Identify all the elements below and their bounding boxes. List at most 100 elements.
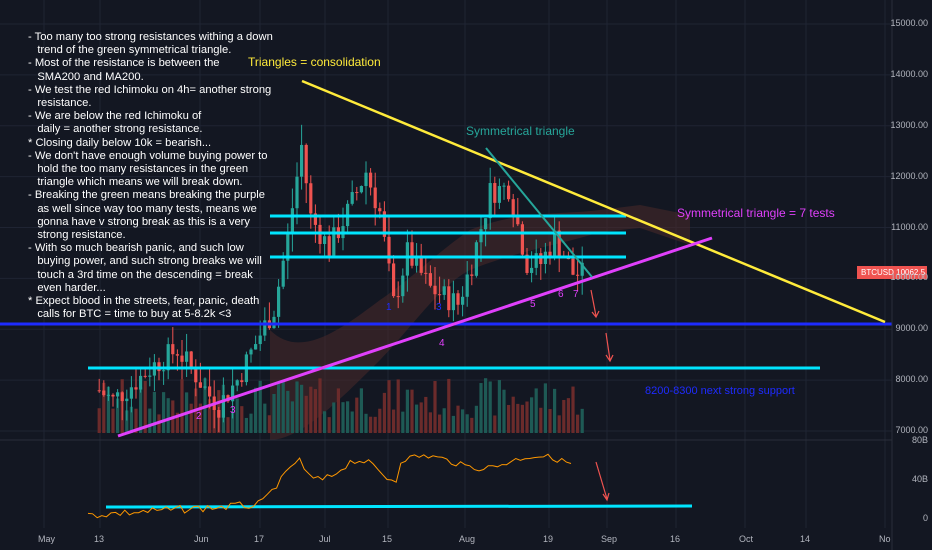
touch-label-green-1: 1 bbox=[386, 302, 392, 313]
volume-bar bbox=[534, 388, 538, 433]
candle-body bbox=[511, 199, 515, 218]
volume-bar bbox=[254, 387, 258, 433]
volume-bar bbox=[111, 408, 115, 433]
price-tick-label: 12000.00 bbox=[890, 170, 928, 181]
volume-bar bbox=[148, 408, 152, 433]
candle-body bbox=[254, 344, 258, 350]
price-tick-label: 7000.00 bbox=[895, 425, 928, 435]
candle-body bbox=[488, 183, 492, 219]
volume-bar bbox=[438, 414, 442, 433]
price-tick-label: 10000.00 bbox=[890, 272, 928, 283]
volume-bar bbox=[451, 415, 455, 433]
volume-bar bbox=[387, 380, 391, 433]
note-line: buying power, and such strong breaks we … bbox=[28, 255, 262, 268]
title-label: Triangles = consolidation bbox=[248, 55, 381, 69]
volume-bar bbox=[286, 390, 290, 433]
note-line: trend of the green symmetrical triangle. bbox=[28, 44, 232, 57]
indicator-axis-0: 0 bbox=[922, 513, 928, 523]
volume-bar bbox=[562, 399, 566, 433]
ascending-trendline bbox=[117, 236, 713, 438]
candle-body bbox=[461, 296, 465, 305]
indicator-support-line bbox=[105, 504, 693, 509]
candle-body bbox=[350, 192, 354, 204]
candle-body bbox=[451, 293, 455, 311]
volume-bar bbox=[571, 386, 575, 433]
candle-body bbox=[162, 370, 166, 372]
volume-bar bbox=[456, 405, 460, 433]
volume-bar bbox=[392, 409, 396, 433]
candle-body bbox=[382, 211, 386, 237]
red-arrows bbox=[590, 289, 614, 502]
candle-body bbox=[295, 176, 299, 209]
candle-body bbox=[571, 258, 575, 275]
blue-note-line-1 bbox=[642, 332, 644, 341]
touch-label-6: 6 bbox=[558, 289, 564, 300]
indicator-axis-80b: 80B bbox=[911, 435, 928, 445]
candle-body bbox=[359, 186, 363, 193]
volume-bar bbox=[516, 403, 520, 433]
touch-label-5: 5 bbox=[530, 299, 536, 310]
candle-body bbox=[396, 296, 400, 298]
note-line: - We test the red Ichimoku on 4h= anothe… bbox=[28, 83, 272, 96]
time-tick-label: 13 bbox=[94, 534, 105, 544]
volume-bar bbox=[240, 406, 244, 433]
candle-body bbox=[456, 293, 460, 305]
volume-bar bbox=[309, 386, 313, 433]
volume-bar bbox=[566, 398, 570, 433]
volume-bar bbox=[304, 395, 308, 433]
candle-body bbox=[410, 242, 414, 266]
candle-body bbox=[116, 392, 120, 397]
candle-body bbox=[465, 274, 469, 297]
candle-body bbox=[447, 286, 451, 311]
note-line: - Too many too strong resistances within… bbox=[28, 31, 273, 43]
candle-body bbox=[534, 253, 538, 268]
volume-bar bbox=[198, 403, 202, 433]
candle-body bbox=[580, 262, 584, 276]
time-tick-label: No bbox=[879, 534, 891, 544]
volume-bar bbox=[102, 382, 106, 433]
volume-bar bbox=[543, 383, 547, 433]
candle-body bbox=[442, 286, 446, 295]
candle-body bbox=[258, 335, 262, 345]
candle-body bbox=[185, 351, 189, 362]
candle-body bbox=[378, 208, 382, 212]
volume-bar bbox=[97, 408, 101, 433]
volume-bar bbox=[143, 380, 147, 433]
note-line: SMA200 and MA200. bbox=[28, 70, 144, 83]
candle-body bbox=[530, 267, 534, 273]
candle-body bbox=[111, 394, 115, 397]
volume-bar bbox=[461, 409, 465, 433]
volume-bar bbox=[346, 401, 350, 433]
volume-bar bbox=[295, 381, 299, 433]
volume-bar bbox=[419, 402, 423, 433]
volume-bar bbox=[511, 396, 515, 433]
candle-body bbox=[539, 253, 543, 265]
volume-bar bbox=[424, 396, 428, 433]
note-line: hold the too many resistances in the gre… bbox=[28, 163, 249, 176]
note-line: gonna have v strong break as this is a v… bbox=[28, 215, 251, 228]
candle-body bbox=[106, 394, 110, 396]
time-tick-label: 16 bbox=[670, 534, 681, 544]
volume-bar bbox=[313, 389, 317, 433]
time-tick-label: Oct bbox=[739, 534, 754, 544]
time-tick-label: 19 bbox=[543, 534, 554, 544]
volume-bar bbox=[189, 403, 193, 433]
candle-body bbox=[502, 185, 506, 187]
volume-bar bbox=[539, 407, 543, 433]
candle-body bbox=[281, 260, 285, 287]
note-line: resistance. bbox=[28, 97, 92, 110]
candle-body bbox=[419, 255, 423, 273]
candle-body bbox=[231, 385, 235, 402]
candle-body bbox=[102, 390, 106, 396]
note-line: calls for BTC = time to buy at 5-8.2k <3 bbox=[28, 308, 232, 321]
candle-body bbox=[428, 273, 432, 286]
volume-bar bbox=[415, 404, 419, 433]
note-line: - Most of the resistance is between the bbox=[28, 57, 220, 70]
candle-body bbox=[235, 380, 239, 386]
symmetrical-tests-label: Symmetrical triangle = 7 tests bbox=[677, 206, 835, 220]
candle-body bbox=[139, 375, 143, 390]
volume-bar bbox=[116, 398, 120, 433]
volume-bar bbox=[263, 403, 267, 433]
candle-body bbox=[557, 230, 561, 257]
candle-body bbox=[424, 272, 428, 274]
